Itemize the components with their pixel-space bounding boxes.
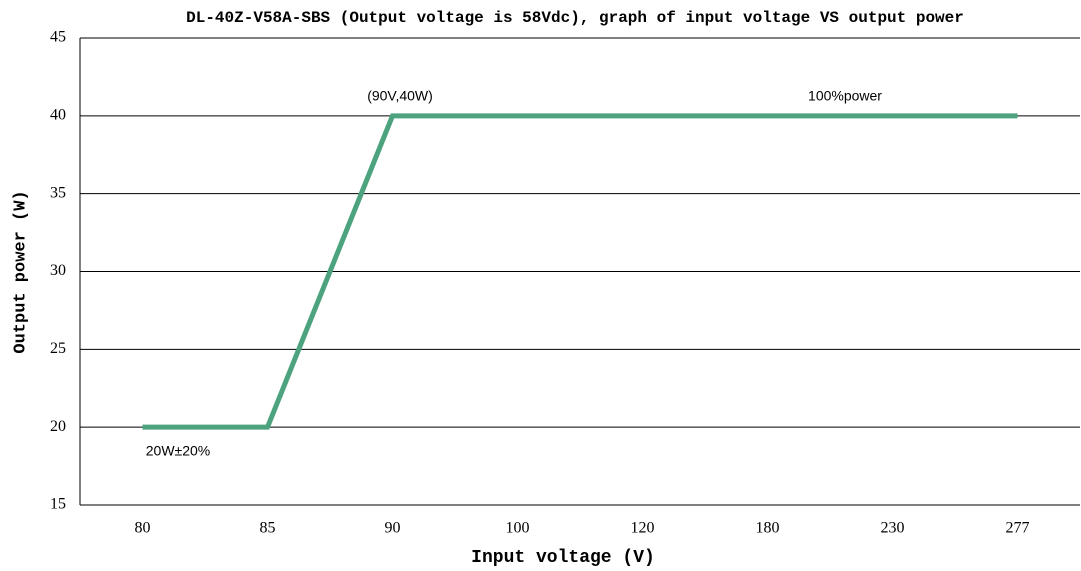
annotation: (90V,40W) — [367, 88, 433, 104]
y-tick-label: 45 — [50, 29, 66, 46]
chart-title: DL-40Z-V58A-SBS (Output voltage is 58Vdc… — [186, 9, 964, 27]
x-tick-label: 180 — [756, 520, 780, 537]
x-axis-label: Input voltage (V) — [471, 548, 655, 568]
x-tick-label: 90 — [385, 520, 401, 537]
x-tick-label: 120 — [631, 520, 655, 537]
annotation: 20W±20% — [146, 443, 211, 459]
y-tick-label: 35 — [50, 184, 66, 201]
x-tick-label: 80 — [135, 520, 151, 537]
y-tick-label: 30 — [50, 262, 66, 279]
data-line — [142, 113, 1018, 430]
x-tick-label: 230 — [881, 520, 905, 537]
y-tick-label: 40 — [50, 107, 66, 124]
y-tick-label: 20 — [50, 418, 66, 435]
y-tick-label: 15 — [50, 496, 66, 513]
y-tick-label: 25 — [50, 340, 66, 357]
annotation: 100%power — [808, 88, 882, 104]
x-tick-label: 277 — [1006, 520, 1030, 537]
x-tick-label: 100 — [506, 520, 530, 537]
y-axis-label: Output power (W) — [11, 190, 30, 353]
x-tick-label: 85 — [260, 520, 276, 537]
